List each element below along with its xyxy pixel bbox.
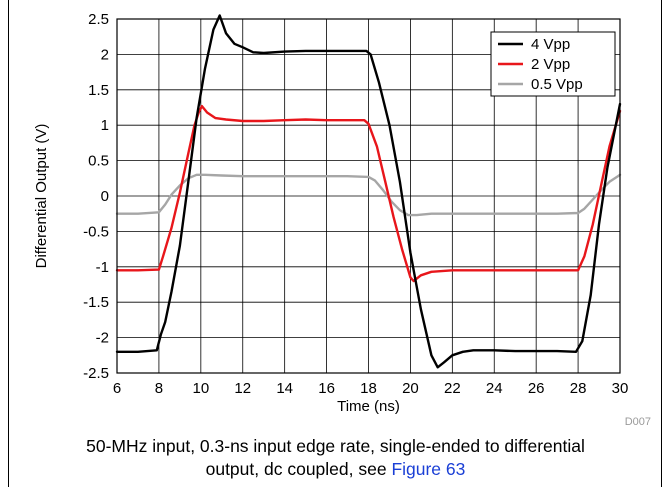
x-tick-label: 10: [192, 380, 209, 397]
figure-63-link[interactable]: Figure 63: [391, 459, 466, 479]
series-line-4-vpp: [115, 14, 622, 369]
y-tick-label: 0.5: [88, 153, 109, 170]
legend-label: 4 Vpp: [531, 36, 570, 53]
page-frame-right-rule: [661, 0, 662, 487]
x-tick-label: 30: [612, 380, 629, 397]
y-tick-label: 2.5: [88, 11, 109, 28]
y-tick-label: 1.5: [88, 82, 109, 99]
plot-area-border: [116, 18, 621, 374]
caption-line-2-text: output, dc coupled, see: [205, 459, 392, 479]
x-tick-label: 26: [528, 380, 545, 397]
caption-line-2: output, dc coupled, see Figure 63: [20, 458, 651, 481]
legend-label: 0.5 Vpp: [531, 76, 583, 93]
x-tick-label: 20: [402, 380, 419, 397]
y-tick-label: 0: [101, 188, 109, 205]
series-lines: [115, 14, 622, 369]
y-tick-label: -1: [96, 259, 109, 276]
x-tick-label: 12: [234, 380, 251, 397]
series-line-2-vpp: [115, 104, 622, 283]
figure-id: D007: [625, 416, 651, 428]
x-tick-label: 14: [276, 380, 293, 397]
x-axis-label: Time (ns): [337, 398, 400, 415]
legend-label: 2 Vpp: [531, 56, 570, 73]
y-tick-label: -2.5: [83, 365, 109, 382]
x-tick-label: 28: [570, 380, 587, 397]
y-axis-label: Differential Output (V): [33, 124, 50, 269]
x-tick-label: 16: [318, 380, 335, 397]
axis-tick-labels: 6 8 10 12 14 16 18 20 22 24 26 28 30 2.5 2 1.5 1 0.5 0 -0.5…: [83, 11, 628, 397]
y-tick-label: -0.5: [83, 223, 109, 240]
y-tick-label: -1.5: [83, 294, 109, 311]
page-frame-left-rule: [8, 0, 9, 487]
x-tick-label: 22: [444, 380, 461, 397]
y-tick-label: 1: [101, 117, 109, 134]
legend: 4 Vpp 2 Vpp 0.5 Vpp: [490, 31, 616, 97]
y-tick-label: 2: [101, 46, 109, 63]
caption-line-1: 50-MHz input, 0.3-ns input edge rate, si…: [86, 436, 585, 456]
x-tick-label: 8: [155, 380, 163, 397]
line-chart: 6 8 10 12 14 16 18 20 22 24 26 28 30 2.5 2 1.5 1 0.5 0 -0.5…: [33, 11, 651, 428]
x-tick-label: 18: [360, 380, 377, 397]
x-tick-label: 6: [113, 380, 121, 397]
x-tick-label: 24: [486, 380, 503, 397]
y-tick-label: -2: [96, 330, 109, 347]
